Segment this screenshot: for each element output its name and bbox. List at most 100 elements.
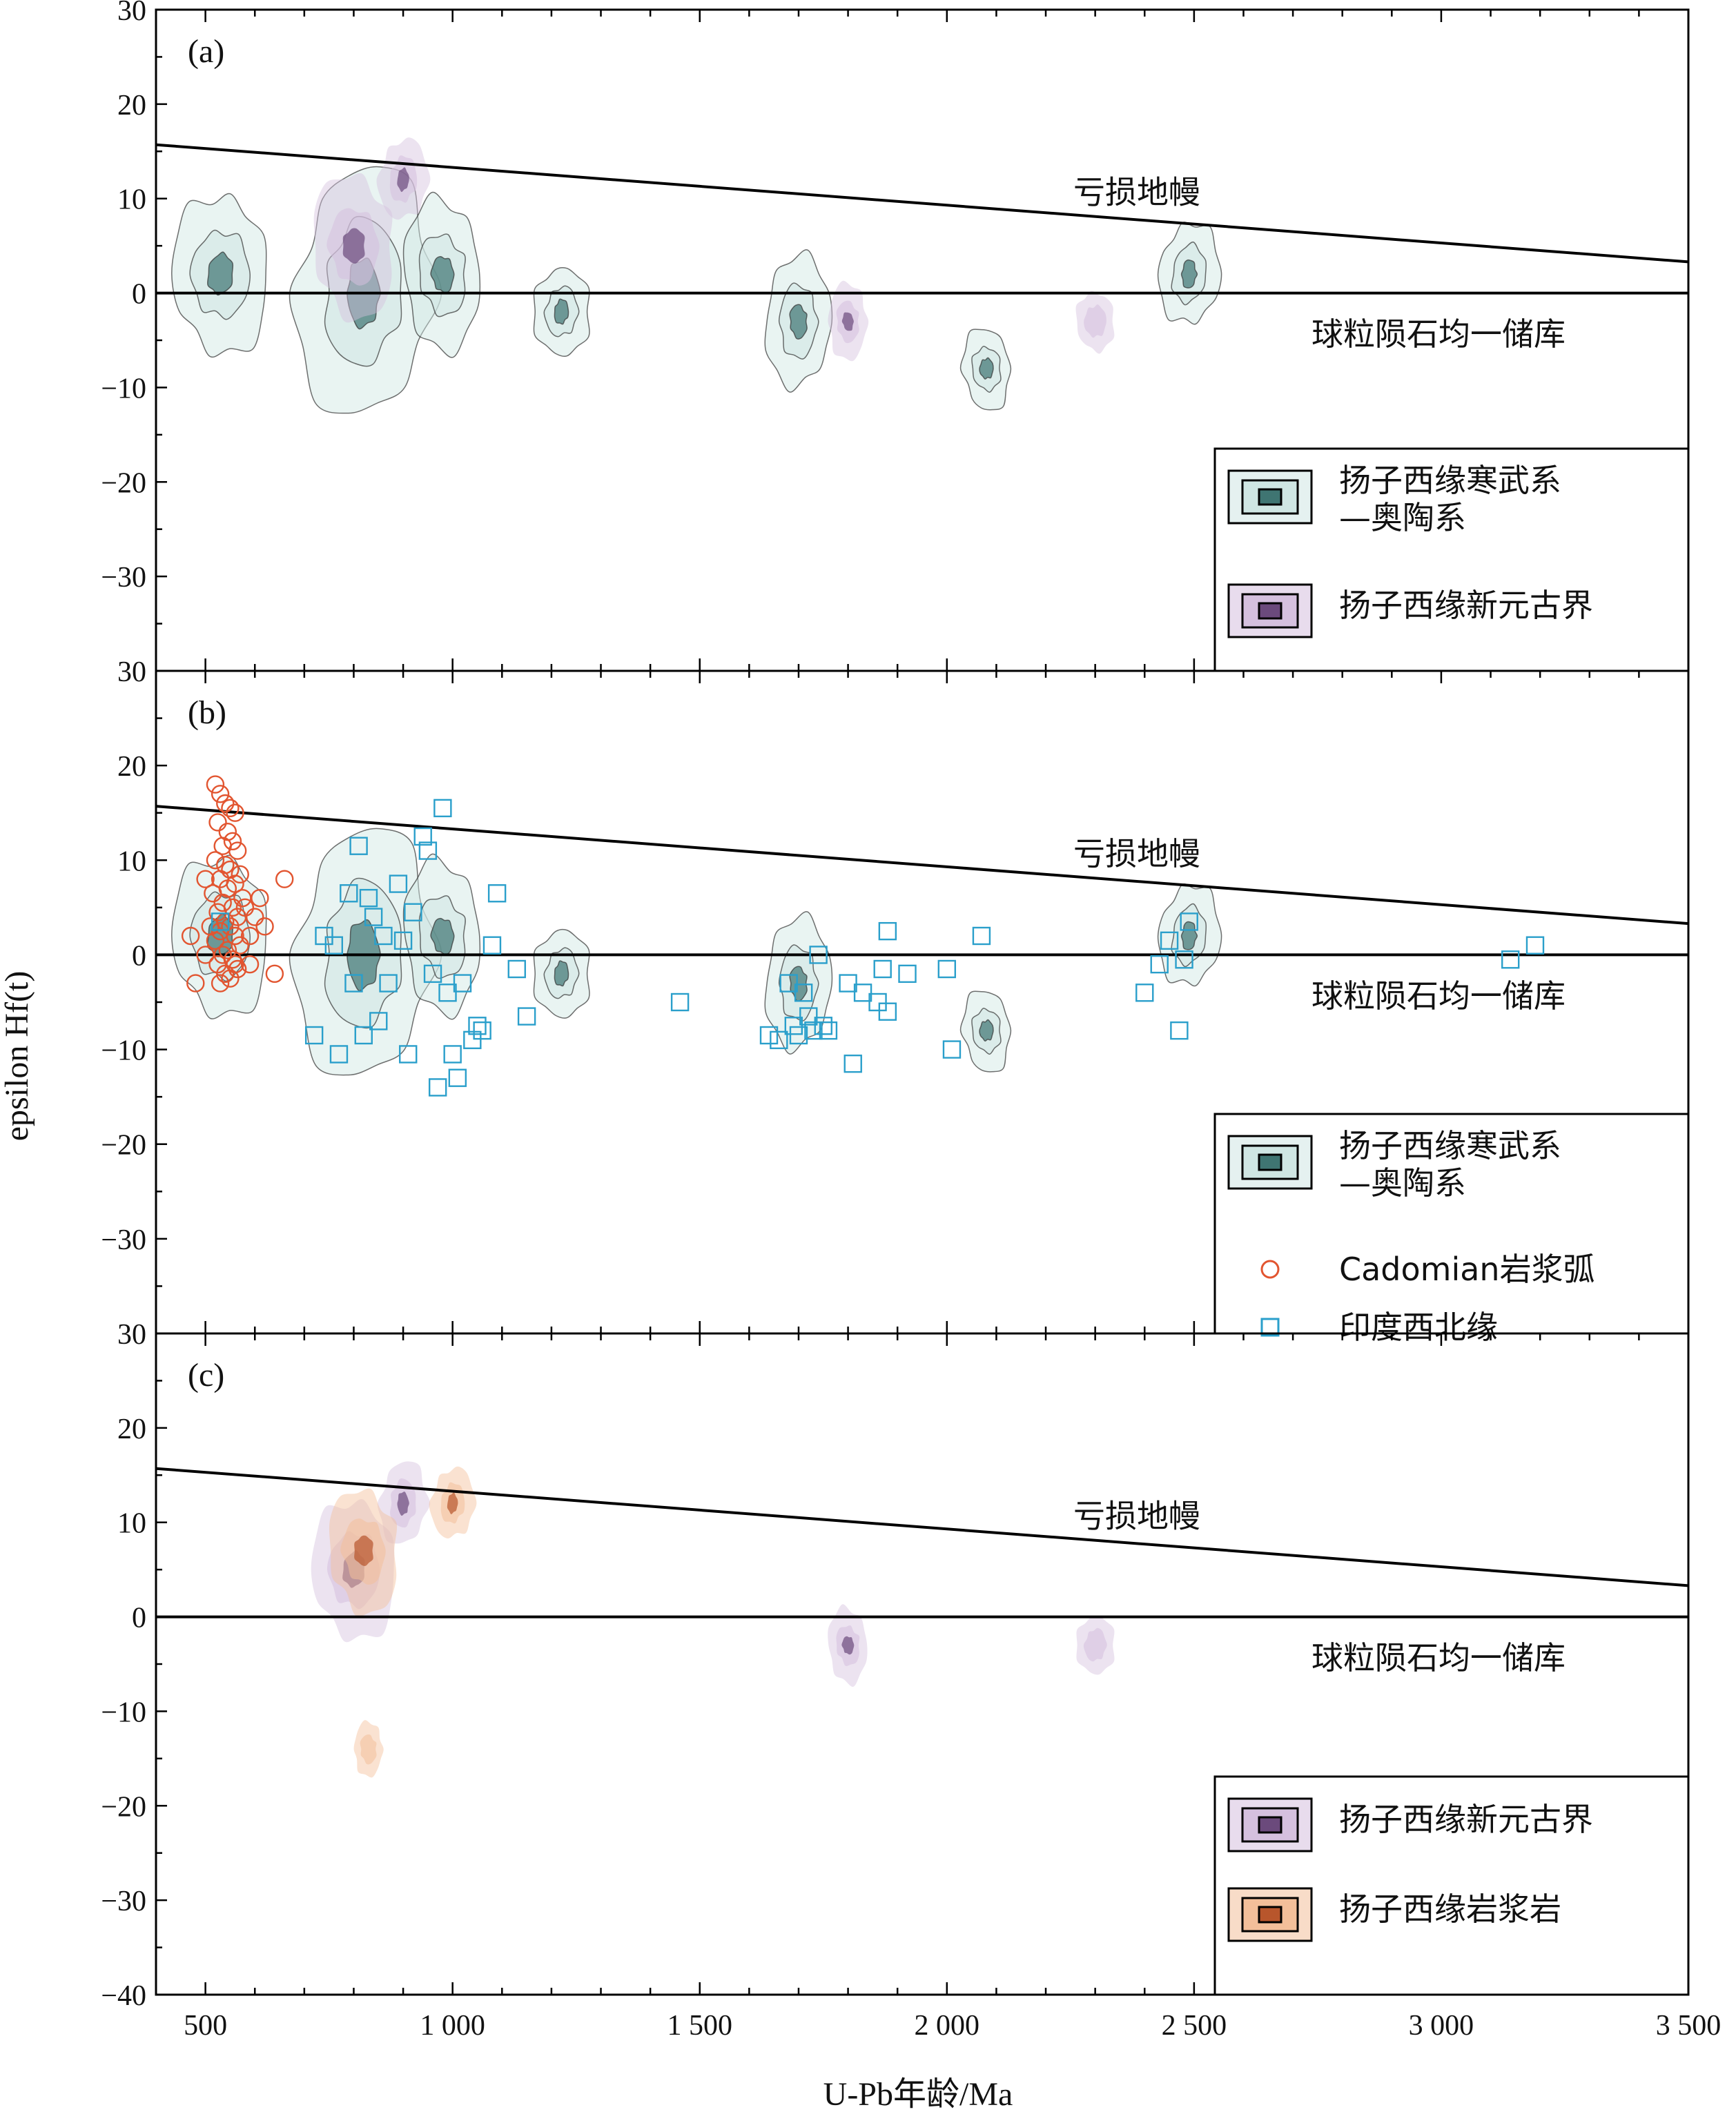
nw-india-point [814,1017,832,1035]
chur-label: 球粒陨石均一储库 [1311,1639,1566,1676]
legend-label: Cadomian岩浆弧 [1339,1251,1595,1288]
chur-label: 球粒陨石均一储库 [1311,315,1566,353]
density-contour [360,1734,377,1765]
legend-label: 印度西北缘 [1339,1309,1498,1346]
nw-india-point [413,827,432,846]
density-cambrian_ordovician [171,828,1222,1076]
cadomian-point [226,926,244,946]
depleted-mantle-line [156,143,1688,264]
cadomian-point [211,974,230,993]
x-tick-label: 3 500 [1656,2010,1722,2042]
nw-india-point [389,874,408,893]
nw-india-point [839,974,857,993]
legend-label: 扬子西缘寒武系 [1339,1127,1561,1164]
density-contour [397,167,409,193]
x-tick-label: 500 [184,2010,227,2042]
density-contour [447,1492,458,1514]
y-tick-label: 30 [117,656,146,688]
cadomian-point [201,917,220,936]
nw-india-point [423,964,442,984]
y-tick-label: −10 [101,373,146,404]
density-contour [206,251,234,296]
nw-india-point [369,1012,388,1030]
cadomian-point [223,832,242,851]
y-tick-label: −10 [101,1697,146,1728]
nw-india-point [784,1017,803,1035]
legend-item: 扬子西缘岩浆岩 [1227,1887,1561,1942]
density-contour [430,256,455,293]
nw-india-point [344,974,363,993]
series-circle [181,775,294,993]
x-tick-label: 2 000 [915,2010,980,2042]
legend-item: 扬子西缘寒武系—奥陶系 [1227,1127,1561,1202]
nw-india-point [468,1017,487,1035]
y-tick-label: 0 [132,279,146,311]
nw-india-point [404,903,422,921]
nw-india-point [1170,1021,1189,1040]
legend-swatch-inner [1258,602,1283,620]
cadomian-point [221,799,240,818]
depleted-mantle-label: 亏损地幔 [1073,835,1200,872]
plot-area [156,775,1688,1097]
plot-area [156,137,1688,414]
cadomian-point [216,794,235,813]
panel-label: (a) [188,33,224,70]
density-contour [430,917,455,955]
cadomian-point [255,917,274,936]
legend-item: Cadomian岩浆弧 [1260,1251,1595,1288]
x-tick-label: 1 000 [420,2010,485,2042]
density-neoproterozoic [313,137,1115,362]
y-tick-label: −20 [101,1130,146,1162]
nw-india-point [304,1026,324,1045]
legend-swatch-inner [1258,1153,1283,1171]
nw-india-point [349,837,368,855]
density-contour [554,960,569,987]
nw-india-point [1525,936,1545,955]
nw-india-point [799,1007,818,1026]
depleted-mantle-line [156,805,1688,926]
x-axis-title: U-Pb年龄/Ma [823,2076,1013,2112]
panel-c: 30 20 10 0 −10 −20 −30 −40 (c) 亏损地幔球粒陨石均一储库扬子西缘新元… [101,1319,1690,2012]
density-contour [1180,259,1198,289]
nw-india-point [1180,912,1198,931]
y-tick-label: 30 [117,0,146,27]
nw-india-point [364,908,383,926]
nw-india-point [507,959,526,979]
cadomian-point [186,974,205,993]
density-contour [841,1636,855,1655]
nw-india-point [487,884,507,903]
nw-india-point [463,1030,482,1050]
nw-india-point [1160,931,1179,950]
y-tick-label: −30 [101,562,146,594]
cadomian-point [218,941,237,959]
density-contour [554,298,569,325]
nw-india-point [517,1007,536,1026]
nw-india-point [453,974,472,993]
cadomian-point [240,926,260,946]
nw-india-point [354,1026,373,1045]
nw-india-point [329,1045,349,1064]
nw-india-point [809,946,828,964]
density-contour [354,1535,373,1566]
density-contour [979,357,994,380]
density-neoproterozoic [311,1461,1115,1687]
panel-a: 30 20 10 0 −10 −20 −30 (a) 亏损地幔球粒陨石均一储库扬子西缘寒武系—奥… [101,0,1690,672]
y-tick-label: −30 [101,1886,146,1917]
legend-swatch-mid [1241,1897,1299,1933]
nw-india-point [878,921,897,941]
cadomian-point [221,917,240,936]
density-contour [789,304,808,340]
density-contour [1083,1627,1107,1662]
nw-india-point [819,1021,838,1040]
cadomian-point [204,884,222,903]
nw-india-point [853,984,872,1002]
cadomian-point [196,946,215,964]
cadomian-point [246,908,264,926]
nw-india-point [1135,984,1154,1002]
nw-india-point [399,1045,418,1064]
density-contour [979,1019,994,1042]
nw-india-point [942,1040,962,1059]
